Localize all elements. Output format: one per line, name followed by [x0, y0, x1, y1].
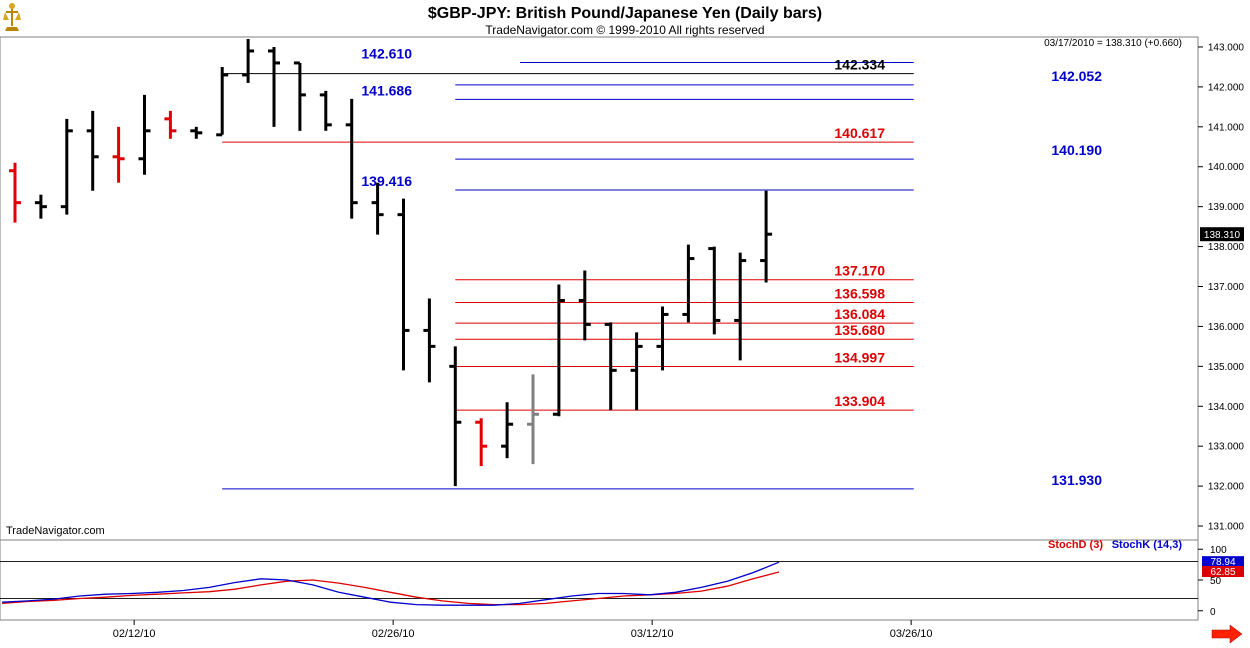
date-tick-label: 03/12/10 — [631, 628, 674, 640]
ohlc-bar — [552, 284, 565, 417]
ohlc-bar — [397, 198, 410, 371]
level-label: 142.334 — [834, 57, 885, 73]
level-label: 141.686 — [361, 82, 412, 98]
level-lines: 142.610 142.334 142.052 141.686 140.617 140.1… — [222, 46, 1102, 490]
price-tick-label: 136.000 — [1208, 322, 1245, 333]
stoch-line — [2, 571, 780, 606]
price-tick-label: 140.000 — [1208, 162, 1245, 173]
ohlc-bar — [527, 374, 539, 465]
ohlc-bar — [164, 110, 177, 139]
ohlc-bar — [293, 61, 306, 131]
scroll-right-arrow-icon[interactable] — [1211, 624, 1243, 644]
level-label: 134.997 — [834, 349, 885, 365]
price-tick-label: 139.000 — [1208, 202, 1245, 213]
chart-title: $GBP-JPY: British Pound/Japanese Yen (Da… — [428, 5, 822, 22]
price-tick-label: 132.000 — [1208, 482, 1245, 493]
level-label: 139.416 — [361, 173, 412, 189]
last-price-box — [1200, 227, 1244, 242]
date-tick-label: 02/26/10 — [372, 628, 415, 640]
price-tick-label: 141.000 — [1208, 122, 1245, 133]
level-label: 131.930 — [1051, 472, 1102, 488]
ohlc-bar — [34, 194, 47, 219]
ohlc-bar — [578, 270, 591, 341]
stoch-tick-label: 0 — [1210, 607, 1216, 618]
price-axis: 131.000 132.000 133.000 134.000 135.000 136.0… — [1198, 42, 1245, 533]
price-tick-label: 134.000 — [1208, 402, 1245, 413]
level-label: 136.084 — [834, 306, 885, 322]
last-quote: 03/17/2010 = 138.310 (+0.660) — [1044, 38, 1182, 49]
ohlc-bar — [656, 306, 669, 371]
ohlc-bar — [319, 90, 332, 131]
legend-stoch-d: StochD (3) — [1048, 539, 1103, 551]
stoch-line — [2, 561, 780, 606]
legend: StochD (3) StochK (14,3) — [1048, 539, 1182, 551]
legend-stoch-k: StochK (14,3) — [1112, 539, 1183, 551]
last-price-label: 138.310 — [1204, 230, 1241, 241]
price-bars — [9, 38, 773, 487]
ohlc-bar — [242, 38, 255, 83]
price-tick-label: 133.000 — [1208, 442, 1245, 453]
ohlc-bar — [449, 346, 462, 487]
ohlc-bar — [760, 190, 773, 283]
stoch-k-end-box — [1202, 556, 1244, 568]
date-axis: 02/12/10 02/26/10 03/12/10 03/26/10 — [113, 620, 933, 640]
stoch-panel — [0, 539, 1199, 621]
ohlc-bar — [708, 246, 721, 335]
ohlc-bar — [501, 402, 514, 459]
level-label: 140.190 — [1051, 142, 1102, 158]
ohlc-bar — [86, 110, 99, 191]
ohlc-bar — [138, 94, 151, 175]
level-label: 137.170 — [834, 263, 885, 279]
ohlc-bar — [345, 98, 358, 219]
price-tick-label: 142.000 — [1208, 82, 1245, 93]
stoch-k-end-label: 78.94 — [1210, 557, 1235, 568]
ohlc-bar — [630, 332, 643, 411]
price-tick-label: 135.000 — [1208, 362, 1245, 373]
stoch-tick-label: 50 — [1210, 576, 1222, 587]
ohlc-bar — [423, 298, 436, 383]
stoch-tick-label: 100 — [1210, 545, 1227, 556]
level-label: 136.598 — [834, 286, 885, 302]
watermark: TradeNavigator.com — [6, 525, 105, 537]
stoch-d-end-label: 62.85 — [1210, 567, 1235, 578]
level-label: 133.904 — [834, 393, 885, 409]
chart-subtitle: TradeNavigator.com © 1999-2010 All right… — [485, 23, 764, 37]
ohlc-bar — [734, 252, 747, 361]
price-tick-label: 137.000 — [1208, 282, 1245, 293]
price-tick-label: 138.000 — [1208, 242, 1245, 253]
ohlc-bar — [9, 162, 21, 223]
ohlc-bar — [475, 418, 488, 467]
logo-icon — [3, 3, 21, 31]
ohlc-bar — [216, 66, 229, 137]
stochastic-lines — [0, 561, 1198, 606]
ohlc-bar — [112, 126, 125, 183]
ohlc-bar — [60, 118, 73, 215]
price-tick-label: 131.000 — [1208, 522, 1245, 533]
ohlc-bar — [371, 182, 384, 235]
stoch-d-end-box — [1202, 566, 1244, 577]
level-label: 142.610 — [361, 46, 412, 62]
price-tick-label: 143.000 — [1208, 42, 1245, 53]
date-tick-label: 02/12/10 — [113, 628, 156, 640]
ohlc-bar — [190, 126, 203, 139]
level-label: 135.680 — [834, 322, 885, 338]
price-panel — [0, 36, 1199, 541]
ohlc-bar — [682, 244, 695, 323]
date-tick-label: 03/26/10 — [890, 628, 933, 640]
ohlc-bar — [268, 46, 280, 127]
ohlc-bar — [604, 322, 617, 411]
level-label: 140.617 — [834, 125, 885, 141]
level-label: 142.052 — [1051, 68, 1102, 84]
